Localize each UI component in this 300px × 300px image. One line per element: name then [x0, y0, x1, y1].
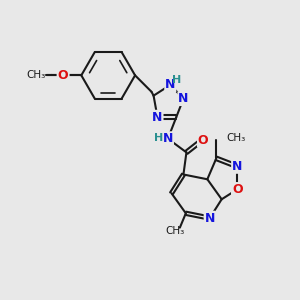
Text: OCH₃: OCH₃ [46, 74, 49, 75]
Text: methoxy: methoxy [50, 74, 56, 75]
Text: N: N [165, 78, 175, 92]
Text: N: N [232, 160, 242, 173]
Text: N: N [152, 111, 163, 124]
Text: O: O [58, 69, 68, 82]
Text: N: N [205, 212, 215, 225]
Text: O: O [198, 134, 208, 147]
Text: CH₃: CH₃ [227, 133, 246, 143]
Text: O: O [232, 183, 242, 196]
Text: N: N [163, 132, 173, 145]
Text: O: O [58, 69, 69, 82]
Text: CH₃: CH₃ [26, 70, 46, 80]
Text: N: N [178, 92, 189, 105]
Text: H: H [172, 75, 181, 85]
Text: H: H [154, 133, 164, 143]
Text: CH₃: CH₃ [166, 226, 185, 236]
